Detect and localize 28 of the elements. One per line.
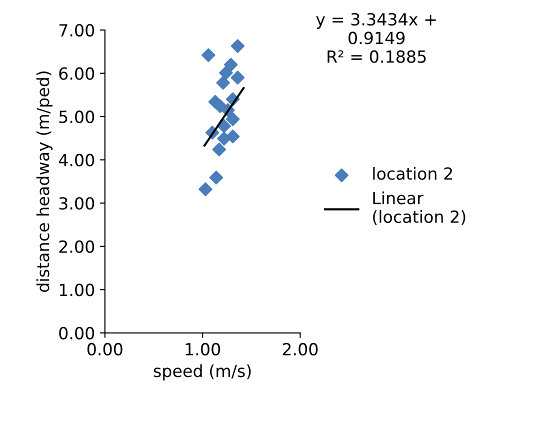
y-axis-title: distance headway (m/ped) [36,72,53,292]
legend-label: Linear (location 2) [373,191,466,225]
x-axis-title: speed (m/s) [154,364,251,380]
x-tick-label: 2.00 [282,342,318,356]
y-tick-label: 0.00 [59,326,94,340]
x-tick-label: 1.00 [186,342,220,356]
y-tick-label: 1.00 [60,284,94,296]
point [198,182,212,196]
point [224,58,238,72]
point [219,66,233,80]
legend-label: location 2 [373,166,452,180]
y-tick-label: 5.00 [59,110,94,124]
point [217,132,231,146]
point [217,119,231,133]
y-tick-label: 6.00 [59,67,94,80]
text: y = 3.3434x + 0.9149 R² = 0.1885 [316,12,436,63]
y-tick-label: 4.00 [58,154,94,166]
point [226,112,240,126]
y-tick-label: 3.00 [59,197,94,210]
point [230,70,245,85]
point [230,39,245,53]
y-tick-label: 7.00 [59,24,94,37]
point [212,142,226,156]
point [202,48,216,62]
point [209,170,224,184]
point [216,76,230,90]
y-tick-label: 2.00 [59,240,94,253]
x-tick-label: 0.00 [87,342,122,356]
